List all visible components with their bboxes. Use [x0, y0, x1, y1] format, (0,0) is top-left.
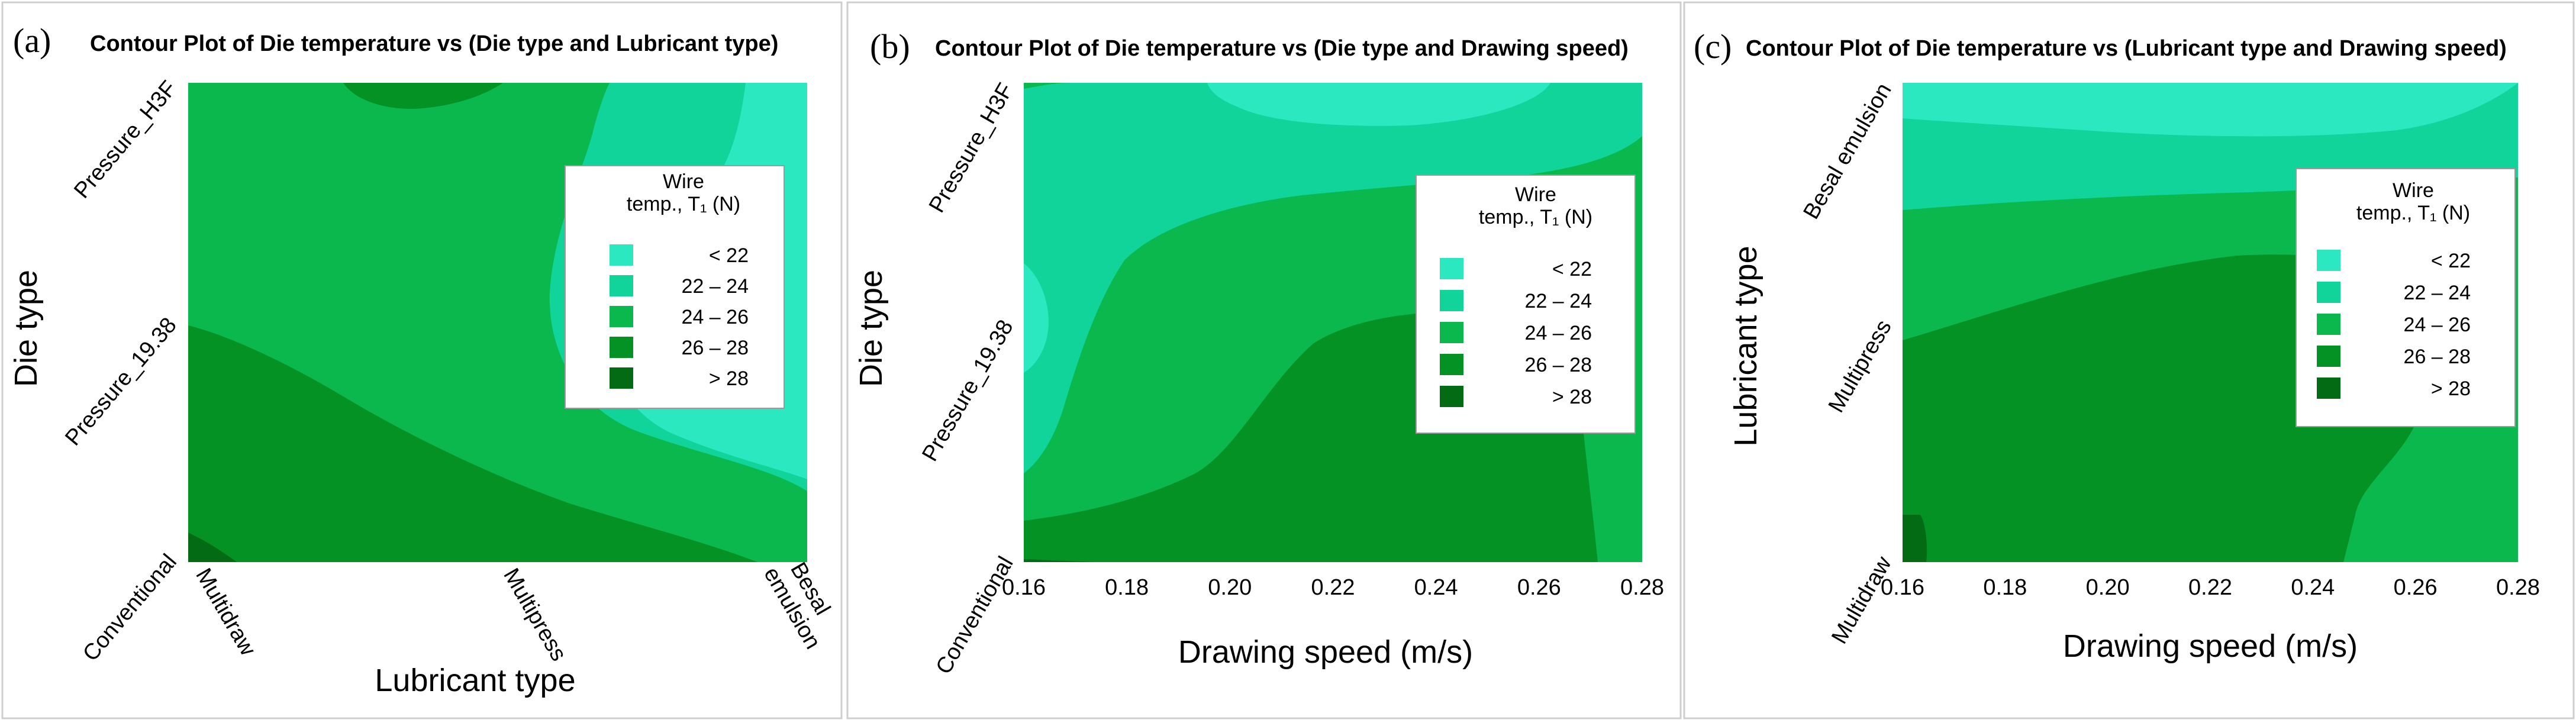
panel-c-xtick-2: 0.18: [1983, 575, 2027, 600]
legend-b-swatch-4: [1440, 354, 1463, 375]
legend-a-swatch-2: [610, 275, 633, 296]
panel-c-frame: [1683, 1, 2575, 719]
legend-c: Wire temp., T₁ (N) < 22 22 – 24 24 – 26 …: [2295, 168, 2516, 427]
panel-c-ytick-1: Multidraw: [1827, 552, 1897, 648]
panel-b-xtick-3: 0.20: [1208, 575, 1252, 600]
legend-a-level-2: 22 – 24: [682, 275, 749, 298]
panel-b-x-ticks: 0.16 0.18 0.20 0.22 0.24 0.26 0.28: [1002, 575, 1664, 600]
legend-a: Wire temp., T₁ (N) < 22 22 – 24 24 – 26 …: [565, 165, 785, 409]
legend-c-level-4: 26 – 28: [2404, 346, 2471, 368]
legend-c-level-3: 24 – 26: [2404, 314, 2471, 336]
panel-c-ytick-3: Besal emulsion: [1799, 79, 1897, 224]
panel-b-xtick-1: 0.16: [1002, 575, 1046, 600]
panel-c-xtick-3: 0.20: [2086, 575, 2130, 600]
panel-b-frame: [846, 1, 1682, 719]
legend-b-title-2: temp., T₁ (N): [1479, 206, 1592, 228]
legend-c-swatch-1: [2317, 250, 2340, 271]
legend-a-swatch-5: [610, 367, 633, 389]
legend-b-level-3: 24 – 26: [1525, 322, 1592, 344]
legend-b-title-1: Wire: [1515, 183, 1556, 206]
legend-c-level-1: < 22: [2431, 250, 2471, 272]
legend-b: Wire temp., T₁ (N) < 22 22 – 24 24 – 26 …: [1416, 175, 1636, 434]
panel-c-ylabel: Lubricant type: [1728, 246, 1763, 446]
panel-a-label: (a): [13, 21, 51, 60]
panel-a-title: Contour Plot of Die temperature vs (Die …: [90, 31, 778, 56]
contour-region-c-gt28: [1903, 515, 1927, 562]
panel-b-ytick-2: Pressure_19.38: [917, 316, 1018, 466]
legend-c-level-5: > 28: [2431, 377, 2471, 400]
legend-a-swatch-3: [610, 306, 633, 327]
contour-region-b-lt22-left: [1024, 263, 1049, 373]
panel-b-xtick-2: 0.18: [1105, 575, 1149, 600]
legend-a-box: [565, 165, 785, 409]
legend-b-swatch-3: [1440, 322, 1463, 343]
legend-b-swatch-1: [1440, 258, 1463, 279]
contour-region-c-lt22-top: [1903, 83, 2518, 137]
panel-a: (a) Contour Plot of Die temperature vs (…: [1, 1, 843, 719]
panel-b-xtick-6: 0.26: [1517, 575, 1561, 600]
panel-c-label: (c): [1694, 27, 1732, 66]
contour-region-b-22-24: [1024, 83, 1642, 473]
legend-a-swatch-1: [610, 244, 633, 266]
legend-a-level-5: > 28: [709, 367, 749, 390]
panel-c-x-ticks: 0.16 0.18 0.20 0.22 0.24 0.26 0.28: [1881, 575, 2540, 600]
panel-b-title: Contour Plot of Die temperature vs (Die …: [935, 36, 1629, 61]
legend-b-level-1: < 22: [1552, 258, 1592, 280]
legend-c-swatch-2: [2317, 282, 2340, 303]
legend-c-swatch-5: [2317, 377, 2340, 399]
legend-b-level-4: 26 – 28: [1525, 354, 1592, 376]
panel-a-xtick-1: Multidraw: [191, 564, 260, 660]
panel-b-xtick-7: 0.28: [1620, 575, 1664, 600]
legend-a-title-1: Wire: [663, 170, 704, 193]
panel-b-xtick-5: 0.24: [1414, 575, 1458, 600]
panel-c-xlabel: Drawing speed (m/s): [2063, 628, 2358, 664]
panel-a-xtick-2: Multipress: [498, 564, 571, 666]
legend-a-level-3: 24 – 26: [682, 306, 749, 328]
panel-b-xtick-4: 0.22: [1311, 575, 1355, 600]
legend-c-title-1: Wire: [2393, 179, 2434, 202]
panel-a-ytick-3: Pressure_H3F: [69, 76, 182, 204]
panel-c-xtick-7: 0.28: [2496, 575, 2540, 600]
panel-a-ytick-2: Pressure_19.38: [60, 313, 182, 451]
contour-region-b-gt28: [1024, 559, 1095, 562]
panel-a-ytick-1: Conventional: [78, 550, 182, 666]
panel-c-ytick-2: Multipress: [1824, 316, 1897, 417]
panel-b-xlabel: Drawing speed (m/s): [1178, 634, 1473, 670]
panel-b-label: (b): [870, 27, 910, 66]
panel-c-xtick-1: 0.16: [1881, 575, 1924, 600]
panel-c: (c) Contour Plot of Die temperature vs (…: [1683, 1, 2575, 719]
contour-region-b-lt22-top: [1207, 83, 1550, 126]
panel-b-ytick-1: Conventional: [931, 553, 1018, 679]
panel-c-xtick-4: 0.22: [2188, 575, 2232, 600]
legend-c-swatch-4: [2317, 346, 2340, 367]
contour-region-a-gt28: [188, 533, 237, 562]
legend-b-level-2: 22 – 24: [1525, 290, 1592, 312]
legend-c-title-2: temp., T₁ (N): [2356, 202, 2470, 224]
panel-c-xtick-5: 0.24: [2291, 575, 2335, 600]
panel-a-ylabel: Die type: [8, 270, 44, 387]
contour-region-a-26-28-bottom: [188, 325, 757, 562]
legend-b-swatch-5: [1440, 386, 1463, 407]
legend-a-level-1: < 22: [709, 244, 749, 267]
panel-b-ylabel: Die type: [853, 270, 889, 387]
legend-c-swatch-3: [2317, 314, 2340, 335]
legend-b-level-5: > 28: [1552, 386, 1592, 408]
panel-c-xtick-6: 0.26: [2394, 575, 2438, 600]
panel-a-xlabel: Lubricant type: [375, 663, 575, 698]
legend-c-level-2: 22 – 24: [2404, 282, 2471, 304]
panel-b-ytick-3: Pressure_H3F: [924, 79, 1018, 217]
contour-region-a-26-28-top: [343, 83, 503, 109]
legend-b-swatch-2: [1440, 290, 1463, 311]
legend-a-title-2: temp., T₁ (N): [627, 193, 740, 215]
panel-b: (b) Contour Plot of Die temperature vs (…: [846, 1, 1682, 719]
legend-a-level-4: 26 – 28: [682, 337, 749, 359]
panel-c-title: Contour Plot of Die temperature vs (Lubr…: [1746, 36, 2507, 61]
panel-a-frame: [1, 1, 843, 719]
legend-a-swatch-4: [610, 337, 633, 358]
